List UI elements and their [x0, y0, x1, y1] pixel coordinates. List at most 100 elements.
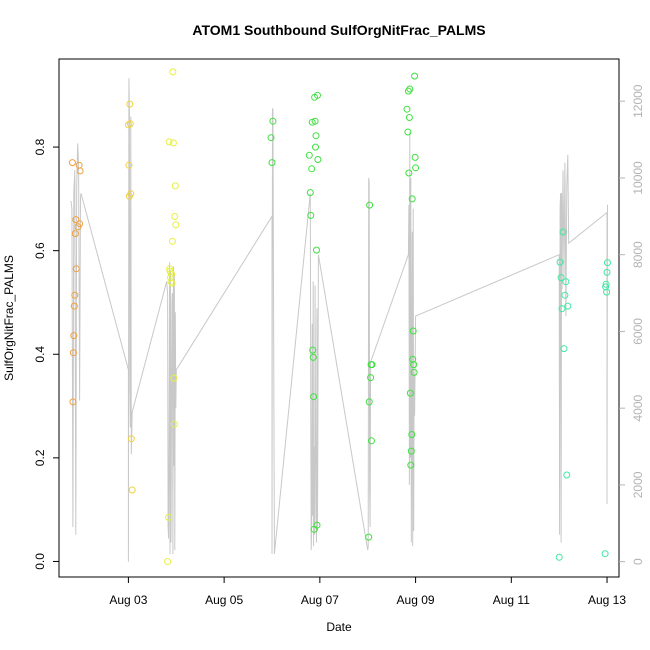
x-tick-label: Aug 09 [397, 593, 435, 607]
data-point [409, 355, 417, 363]
data-point [170, 374, 178, 382]
y-tick-label: 0.8 [33, 138, 47, 155]
data-point [560, 345, 568, 353]
data-point [68, 159, 76, 167]
data-point [603, 268, 611, 276]
y-axis-left: 0.0 0.2 0.4 0.6 0.8 [33, 138, 59, 570]
secondary-series-line [70, 78, 608, 562]
data-point [165, 138, 173, 146]
data-point [563, 471, 571, 479]
y2-tick-label: 4000 [631, 395, 645, 422]
data-point [410, 368, 418, 376]
data-point [555, 553, 563, 561]
data-point [127, 435, 135, 443]
y-axis-label: SulfOrgNitFrac_PALMS [2, 255, 16, 381]
data-point [172, 221, 180, 229]
data-point [314, 156, 322, 163]
data-point [558, 305, 566, 313]
data-point [305, 151, 313, 159]
data-point [408, 195, 416, 203]
data-point [267, 134, 275, 142]
data-point [309, 353, 317, 361]
data-point [410, 361, 418, 369]
data-point [312, 132, 320, 140]
data-point [72, 216, 80, 224]
data-point [411, 72, 419, 80]
data-point [125, 161, 133, 169]
data-point [366, 201, 374, 209]
data-point [306, 189, 314, 197]
data-point [311, 117, 319, 125]
data-point [403, 105, 411, 113]
data-point [168, 270, 175, 278]
x-tick-label: Aug 03 [109, 593, 147, 607]
data-point [367, 374, 375, 382]
points-layer [68, 68, 611, 565]
data-point [70, 332, 78, 340]
data-point [71, 230, 79, 238]
data-point [76, 220, 84, 228]
data-point [167, 278, 175, 286]
data-point [171, 213, 179, 220]
data-point [69, 349, 77, 357]
data-point [562, 278, 570, 286]
data-point [127, 190, 135, 198]
data-point [602, 280, 610, 288]
y2-tick-label: 2000 [631, 471, 645, 498]
y2-tick-label: 6000 [631, 318, 645, 345]
data-point [603, 288, 611, 296]
data-point [126, 120, 134, 128]
data-point [404, 128, 412, 136]
data-point [169, 68, 177, 76]
data-point [561, 291, 569, 299]
secondary-line-layer [70, 78, 608, 562]
data-point [405, 114, 413, 121]
data-point [406, 389, 414, 397]
x-tick-label: Aug 13 [588, 593, 626, 607]
data-point [269, 117, 277, 125]
data-point [365, 533, 373, 541]
data-point [307, 211, 315, 219]
data-point [601, 550, 609, 558]
chart-title: ATOM1 Southbound SulfOrgNitFrac_PALMS [192, 22, 485, 38]
data-point [309, 346, 317, 354]
plot-frame [58, 58, 620, 578]
x-tick-label: Aug 07 [301, 593, 339, 607]
y-tick-label: 0.4 [33, 346, 47, 363]
data-point [313, 521, 321, 529]
data-point [556, 258, 564, 266]
data-point [557, 274, 565, 282]
data-point [308, 118, 316, 126]
y-tick-label: 0.6 [33, 242, 47, 259]
data-point [126, 100, 134, 108]
data-point [169, 139, 177, 147]
x-tick-label: Aug 11 [493, 593, 530, 607]
data-point [69, 398, 77, 406]
data-point [406, 85, 414, 93]
y-axis-right: 0 2000 4000 6000 8000 10000 12000 [619, 84, 645, 565]
data-point [412, 164, 420, 172]
y2-tick-label: 12000 [631, 84, 645, 118]
data-point [165, 513, 173, 521]
y2-tick-label: 8000 [631, 241, 645, 268]
x-axis-label: Date [326, 620, 352, 634]
data-point [312, 143, 319, 151]
data-point [268, 159, 276, 167]
data-point [368, 437, 375, 445]
data-point [409, 327, 417, 335]
y-tick-label: 0.2 [33, 449, 47, 466]
data-point [164, 558, 172, 565]
data-point [314, 91, 321, 99]
y-tick-label: 0.0 [33, 553, 47, 570]
data-point [411, 153, 419, 161]
x-axis: Aug 03 Aug 05 Aug 07 Aug 09 Aug 11 Aug 13 [109, 576, 626, 607]
data-point [128, 486, 136, 494]
data-point [407, 447, 415, 455]
data-point [168, 237, 176, 245]
data-point [368, 361, 376, 369]
y2-tick-label: 0 [631, 558, 645, 565]
data-point [559, 228, 567, 236]
data-point [407, 461, 415, 469]
data-point [310, 393, 318, 401]
